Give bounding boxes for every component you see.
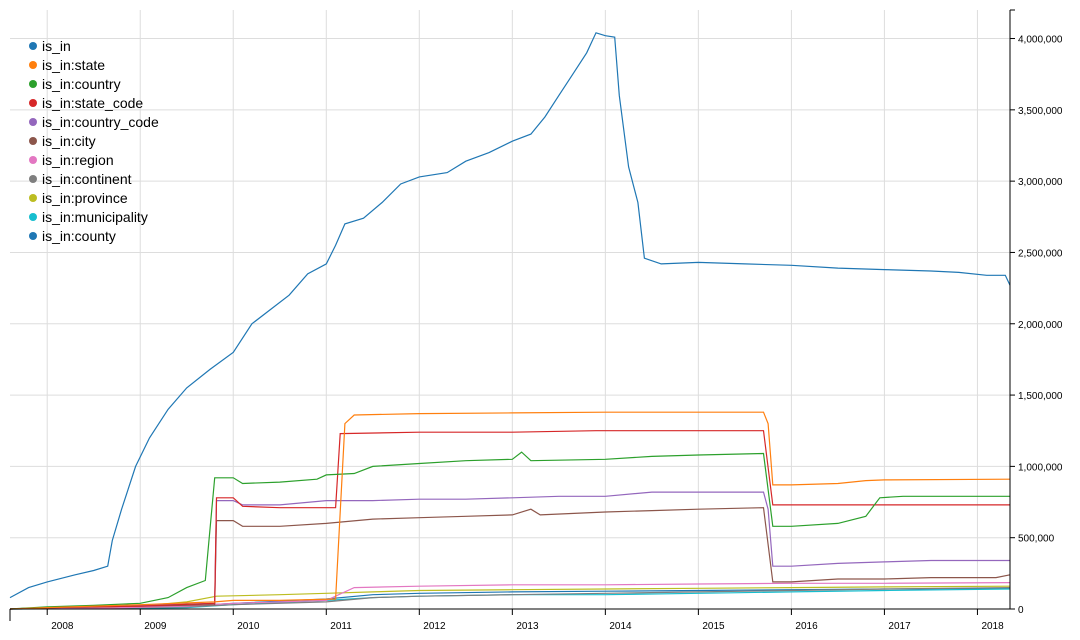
legend-label: is_in:continent bbox=[42, 171, 132, 187]
legend-label: is_in:province bbox=[42, 190, 128, 206]
legend-label: is_in:city bbox=[42, 133, 96, 149]
series-line-is-in-continent bbox=[9, 587, 1011, 610]
legend-marker bbox=[29, 80, 37, 88]
legend-label: is_in:municipality bbox=[42, 209, 148, 225]
series-line-is-in-state-code bbox=[9, 430, 1010, 610]
x-tick-label: 2016 bbox=[795, 621, 818, 632]
x-tick-label: 2011 bbox=[330, 621, 352, 632]
series-line-is-in-city bbox=[9, 507, 1011, 610]
y-tick-label: 1,000,000 bbox=[1018, 462, 1063, 473]
y-tick-label: 2,000,000 bbox=[1018, 320, 1063, 331]
series-line-is-in-country bbox=[9, 451, 1010, 610]
vertical-gridlines bbox=[46, 10, 978, 609]
x-tick-label: 2013 bbox=[516, 621, 539, 632]
legend-marker bbox=[29, 99, 37, 107]
y-tick-label: 3,000,000 bbox=[1018, 177, 1063, 188]
legend-marker bbox=[29, 42, 37, 50]
legend-marker bbox=[29, 213, 37, 221]
legend-label: is_in:country_code bbox=[42, 114, 159, 130]
legend-marker bbox=[29, 194, 37, 202]
y-tick-label: 2,500,000 bbox=[1018, 248, 1063, 259]
x-tick-label: 2018 bbox=[981, 621, 1004, 632]
horizontal-gridlines bbox=[10, 38, 1010, 610]
legend-label: is_in:county bbox=[42, 228, 116, 244]
x-tick-label: 2014 bbox=[609, 621, 632, 632]
legend-marker bbox=[29, 156, 37, 164]
legend-label: is_in:country bbox=[42, 76, 121, 92]
legend-marker bbox=[29, 137, 37, 145]
legend-marker bbox=[29, 118, 37, 126]
series-lines bbox=[9, 32, 1011, 610]
legend-label: is_in bbox=[42, 38, 71, 54]
y-tick-label: 500,000 bbox=[1018, 534, 1055, 545]
series-line-is-in bbox=[9, 32, 1011, 599]
y-tick-label: 0 bbox=[1018, 605, 1024, 616]
legend-label: is_in:state bbox=[42, 57, 105, 73]
legend-marker bbox=[29, 175, 37, 183]
legend-marker bbox=[29, 232, 37, 240]
y-axis: 0 500,000 1,000,000 1,500,000 2,000,000 2,500… bbox=[1009, 9, 1063, 616]
series-line-is-in-state bbox=[9, 411, 1011, 610]
y-tick-label: 3,500,000 bbox=[1018, 106, 1063, 117]
y-tick-label: 1,500,000 bbox=[1018, 391, 1063, 402]
x-tick-label: 2008 bbox=[51, 621, 74, 632]
x-tick-label: 2010 bbox=[237, 621, 260, 632]
x-tick-label: 2009 bbox=[144, 621, 167, 632]
legend-label: is_in:state_code bbox=[42, 95, 143, 111]
x-tick-label: 2017 bbox=[888, 621, 911, 632]
x-tick-label: 2015 bbox=[702, 621, 725, 632]
x-tick-label: 2012 bbox=[423, 621, 446, 632]
x-axis: 2008 2009 2010 2011 2012 2013 2014 2015 2016 2017… bbox=[9, 608, 1010, 632]
legend-label: is_in:region bbox=[42, 152, 114, 168]
legend-marker bbox=[29, 61, 37, 69]
y-tick-label: 4,000,000 bbox=[1018, 35, 1063, 46]
legend: is_in is_in:state is_in:country is_in:state… bbox=[29, 38, 159, 244]
